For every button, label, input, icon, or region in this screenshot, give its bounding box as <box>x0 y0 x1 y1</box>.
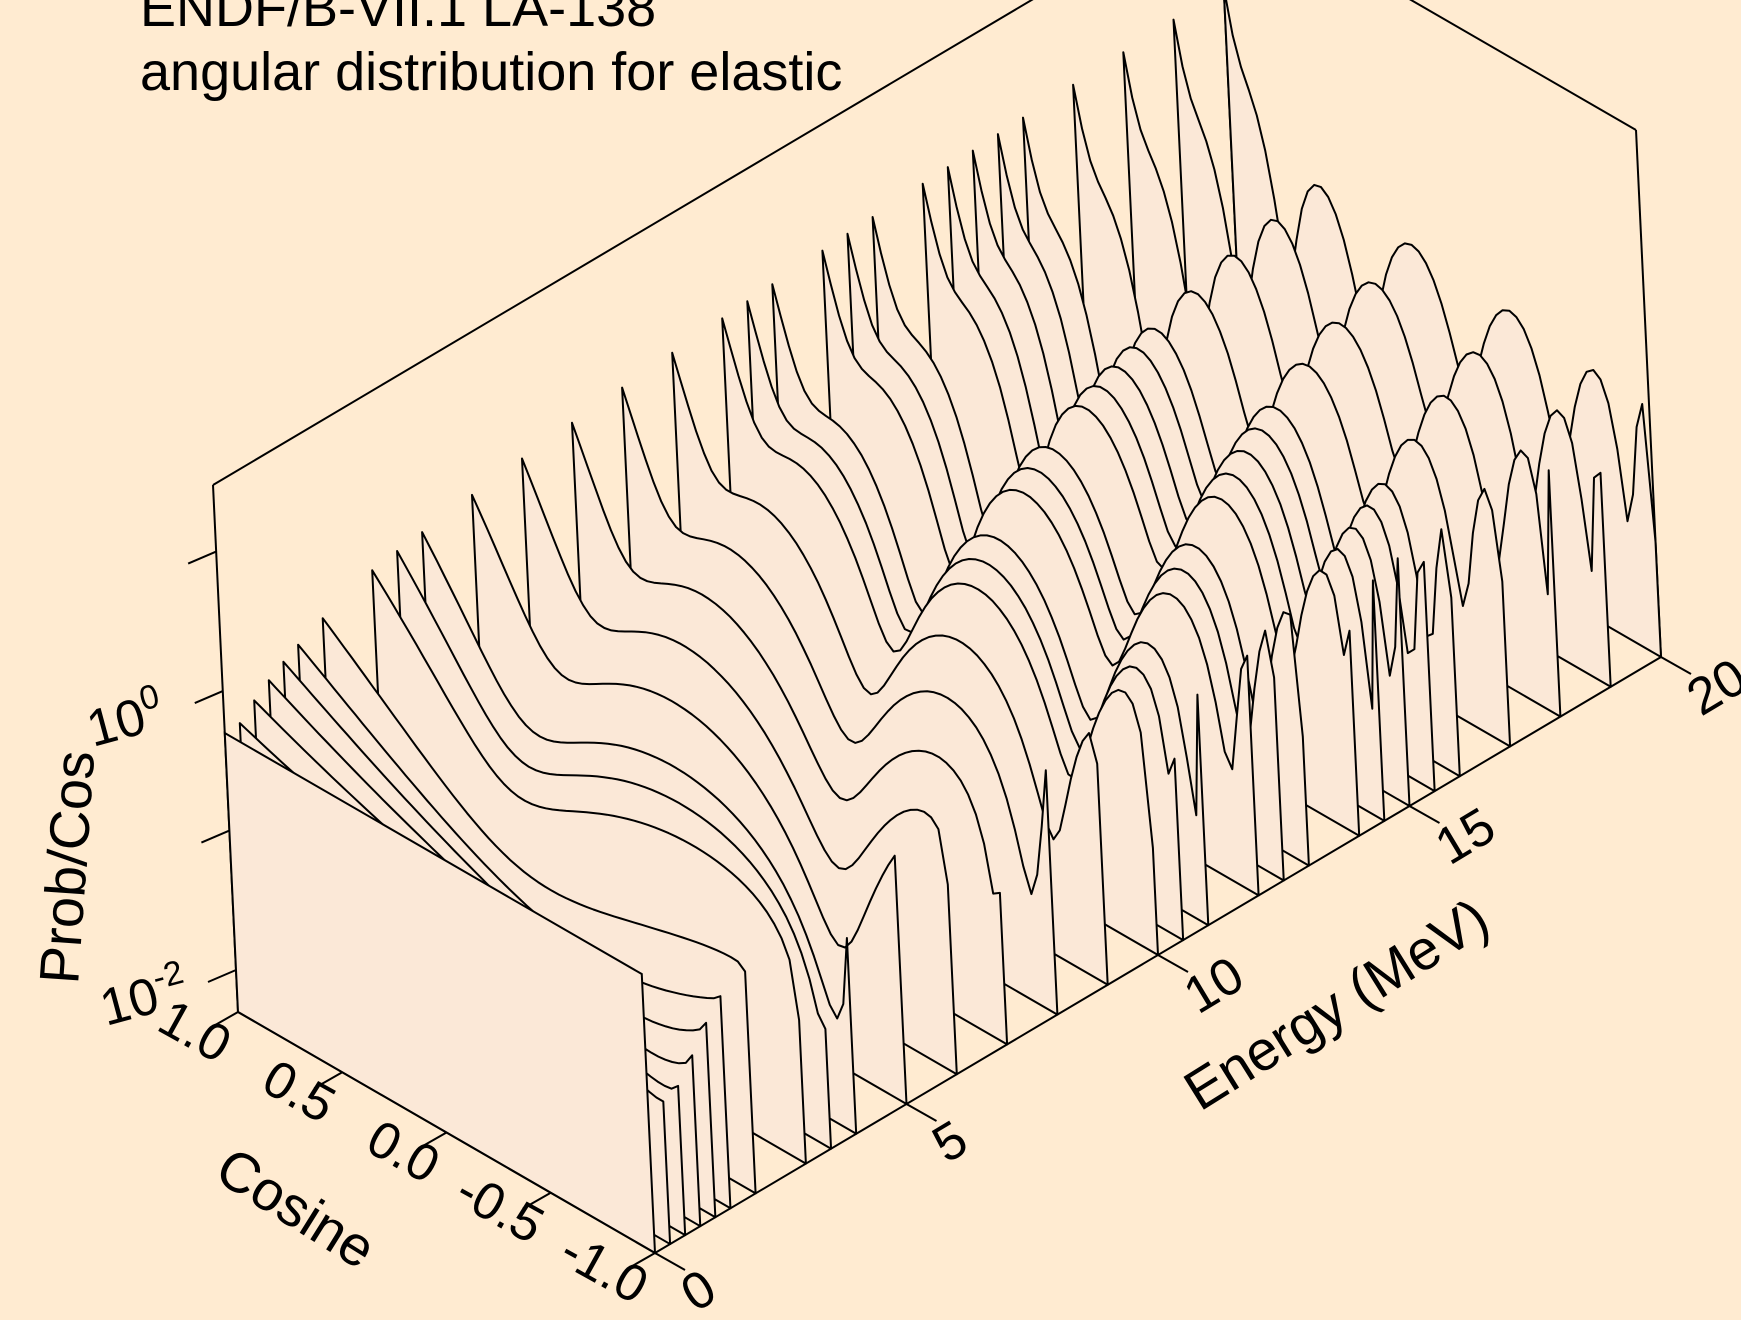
energy-tick <box>1409 805 1440 824</box>
z-tick <box>207 969 237 983</box>
energy-tick-label: 5 <box>923 1110 978 1175</box>
cosine-tick <box>626 1252 656 1270</box>
z-tick <box>194 690 224 704</box>
cosine-tick <box>313 1071 343 1090</box>
cosine-tick <box>209 1011 239 1029</box>
title-line-2: angular distribution for elastic <box>140 42 842 102</box>
energy-tick-label: 0 <box>671 1259 726 1320</box>
energy-tick <box>1660 656 1692 675</box>
energy-tick <box>906 1103 937 1122</box>
title-line-1: ENDF/B-VII.1 LA-138 <box>140 0 656 38</box>
cosine-tick <box>522 1191 552 1210</box>
energy-tick-label: 15 <box>1426 797 1505 877</box>
chart-title: ENDF/B-VII.1 LA-138 angular distribution… <box>140 0 842 102</box>
energy-tick-label: 20 <box>1677 648 1741 728</box>
cosine-tick <box>418 1131 447 1150</box>
energy-slices <box>223 0 1662 1255</box>
cosine-tick-label: 1.0 <box>149 989 240 1075</box>
box-top-edges <box>212 0 1637 486</box>
z-tick <box>200 829 230 844</box>
z-tick <box>187 550 217 565</box>
z-tick-label: 100 <box>79 677 170 759</box>
energy-tick <box>1157 954 1189 973</box>
z-axis-label: Prob/Cos <box>27 749 106 986</box>
energy-tick-label: 10 <box>1174 946 1253 1026</box>
energy-tick <box>654 1252 686 1271</box>
